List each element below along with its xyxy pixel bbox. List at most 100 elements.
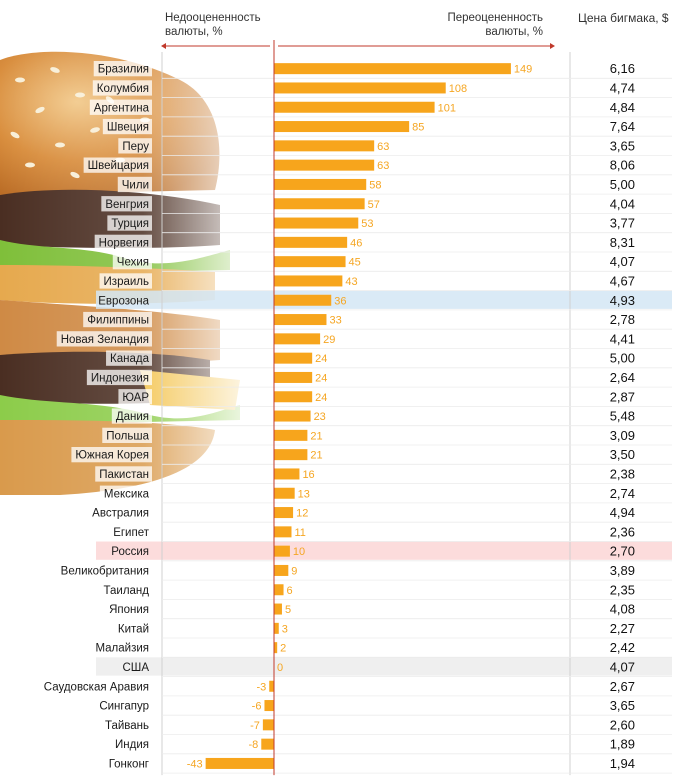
country-label: Аргентина [94, 102, 150, 114]
country-label: Перу [122, 141, 149, 153]
country-label: Гонконг [109, 758, 149, 770]
price-value: 1,89 [610, 737, 635, 752]
value-bar [274, 294, 332, 306]
price-value: 5,00 [610, 177, 635, 192]
value-bar [274, 603, 282, 615]
value-label: 36 [334, 295, 346, 307]
country-label: США [122, 662, 149, 674]
country-label: Еврозона [98, 295, 149, 307]
price-value: 4,84 [610, 100, 635, 115]
country-label: Россия [111, 546, 149, 558]
price-value: 3,65 [610, 138, 635, 153]
value-label: 0 [277, 662, 283, 674]
value-bar [274, 371, 313, 383]
country-label-bg [118, 389, 152, 405]
price-value: 3,77 [610, 216, 635, 231]
country-label: Новая Зеландия [61, 334, 149, 346]
country-label: Египет [113, 527, 150, 539]
value-label: 85 [412, 122, 424, 134]
country-label: Швеция [107, 122, 149, 134]
value-bar [274, 642, 278, 654]
value-bar [274, 449, 308, 461]
value-label: 5 [285, 604, 291, 616]
country-label: Сингапур [99, 701, 149, 713]
value-label: 108 [449, 83, 467, 95]
value-bar [274, 256, 346, 268]
value-label: 101 [438, 102, 456, 114]
price-header: Цена бигмака, $ [578, 11, 669, 25]
value-bar [274, 622, 279, 634]
country-label: Япония [109, 604, 149, 616]
price-value: 2,67 [610, 679, 635, 694]
value-label: 63 [377, 141, 389, 153]
value-label: 21 [310, 430, 322, 442]
price-value: 2,78 [610, 312, 635, 327]
price-value: 4,07 [610, 254, 635, 269]
country-label: Пакистан [99, 469, 149, 481]
price-value: 4,07 [610, 659, 635, 674]
country-label-bg [95, 697, 152, 714]
price-value: 4,67 [610, 273, 635, 288]
country-label: Швейцария [88, 160, 149, 172]
price-value: 2,27 [610, 621, 635, 636]
country-label-bg [56, 562, 152, 579]
value-bar [274, 507, 294, 519]
value-bar [274, 121, 410, 133]
price-value: 4,93 [610, 293, 635, 308]
price-value: 8,06 [610, 158, 635, 173]
value-bar [274, 82, 446, 94]
value-bar [274, 236, 348, 248]
highlight-row [96, 541, 672, 560]
value-bar [262, 719, 274, 731]
country-label: Малайзия [95, 643, 149, 655]
value-bar [274, 275, 343, 287]
value-bar [274, 63, 511, 75]
value-bar [261, 738, 274, 750]
country-label: Великобритания [61, 565, 149, 577]
value-label: 11 [294, 527, 305, 539]
value-bar [274, 468, 300, 480]
country-label: Австралия [92, 508, 149, 520]
price-value: 2,60 [610, 717, 635, 732]
value-bar [264, 700, 274, 712]
country-label: Таиланд [104, 585, 150, 597]
price-value: 7,64 [610, 119, 635, 134]
country-label-bg [83, 157, 152, 173]
value-label: 33 [329, 315, 341, 327]
value-label: 63 [377, 160, 389, 172]
country-label-bg [91, 640, 152, 656]
price-value: 4,41 [610, 331, 635, 346]
country-label: Колумбия [97, 83, 149, 95]
highlight-row [96, 657, 672, 676]
price-value: 4,74 [610, 80, 635, 95]
price-value: 2,87 [610, 389, 635, 404]
value-bar [274, 217, 359, 229]
value-label: -6 [252, 701, 262, 713]
price-value: 6,16 [610, 61, 635, 76]
big-mac-photo [0, 0, 260, 500]
country-label-bg [113, 620, 152, 636]
country-label-bg [56, 331, 152, 347]
country-label: Мексика [104, 488, 150, 500]
overvalued-header: Переоцененность валюты, % [447, 12, 543, 38]
country-label-bg [94, 234, 152, 250]
value-label: 21 [310, 450, 322, 462]
highlight-row [96, 290, 672, 309]
country-label: Норвегия [99, 237, 149, 249]
country-label: Канада [110, 353, 150, 365]
country-label: Турция [111, 218, 149, 230]
value-label: 57 [368, 199, 380, 211]
country-label-bg [88, 504, 152, 521]
right-arrow-head [550, 43, 555, 49]
country-label-bg [109, 524, 152, 540]
value-bar [274, 101, 435, 113]
value-bar [274, 314, 327, 326]
country-label: Китай [118, 623, 149, 635]
value-label: 24 [315, 353, 327, 365]
undervalued-header: Недооцененность валюты, % [165, 12, 261, 38]
value-label: 43 [345, 276, 357, 288]
country-label: Чили [122, 179, 149, 191]
country-label: Индия [115, 739, 149, 751]
price-value: 5,00 [610, 351, 635, 366]
